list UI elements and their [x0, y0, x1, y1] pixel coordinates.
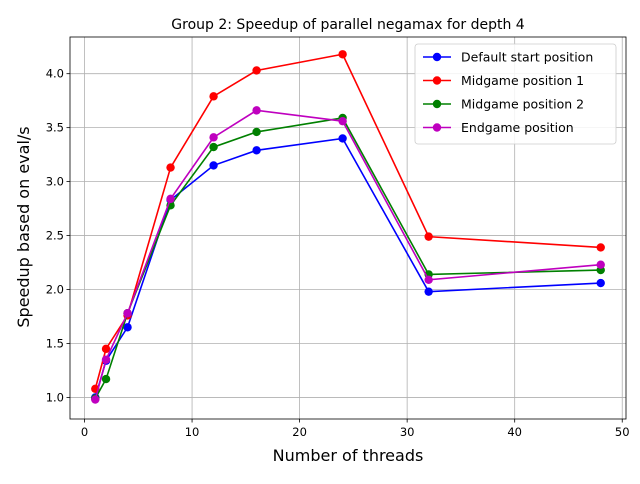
x-tick-label: 20	[292, 425, 307, 439]
y-tick-label: 4.0	[46, 67, 64, 81]
y-tick-label: 2.5	[46, 229, 64, 243]
legend-label: Midgame position 2	[461, 97, 584, 112]
legend-marker	[432, 52, 442, 62]
data-point	[338, 134, 347, 143]
data-point	[338, 50, 347, 59]
y-tick-label: 1.5	[46, 336, 64, 350]
data-point	[101, 344, 111, 354]
data-point	[101, 355, 111, 364]
data-point	[424, 232, 433, 241]
y-tick-label: 2.0	[46, 283, 64, 297]
x-tick-label: 0	[81, 425, 88, 439]
legend-marker	[432, 99, 442, 109]
grid	[70, 37, 626, 419]
data-point	[252, 106, 261, 115]
data-point	[596, 243, 605, 252]
data-point	[91, 395, 100, 404]
series-group	[91, 106, 605, 404]
data-point	[209, 133, 218, 142]
data-point	[166, 163, 175, 172]
data-point	[123, 309, 132, 318]
chart-title: Group 2: Speedup of parallel negamax for…	[171, 17, 525, 33]
data-point	[252, 146, 261, 155]
data-point	[101, 374, 111, 384]
legend-label: Endgame position	[461, 120, 574, 135]
x-axis-label: Number of threads	[273, 446, 424, 465]
data-point	[338, 116, 347, 126]
x-tick-label: 30	[400, 425, 415, 439]
data-point	[424, 287, 433, 296]
legend-box	[414, 43, 617, 145]
x-tick-label: 40	[507, 425, 522, 439]
data-point	[596, 260, 605, 269]
data-point	[252, 127, 261, 137]
y-tick-label: 3.5	[46, 121, 64, 135]
data-point	[209, 161, 218, 170]
series-layer	[91, 50, 605, 404]
legend-marker	[432, 123, 442, 132]
y-tick-label: 1.0	[46, 390, 64, 404]
y-axis-label: Speedup based on eval/s	[14, 126, 33, 327]
data-point	[123, 323, 132, 332]
legend-label: Midgame position 1	[461, 73, 584, 88]
legend-marker	[432, 76, 442, 85]
plot-frame	[69, 36, 627, 420]
data-point	[209, 92, 218, 101]
y-tick-label: 3.0	[46, 175, 64, 189]
ticks: 0 10 20 30 40 50 1.0 1.5 2.0 2.5 3.0 3.5 4.0	[46, 67, 630, 439]
x-tick-label: 50	[615, 425, 630, 439]
data-point	[166, 194, 175, 204]
data-point	[209, 142, 218, 152]
x-tick-label: 10	[185, 425, 200, 439]
data-point	[424, 275, 433, 284]
legend-label: Default start position	[461, 50, 593, 65]
data-point	[252, 66, 261, 75]
legend: Default start position Midgame position 1…	[414, 43, 617, 145]
data-point	[596, 278, 605, 288]
series-group	[91, 50, 605, 393]
